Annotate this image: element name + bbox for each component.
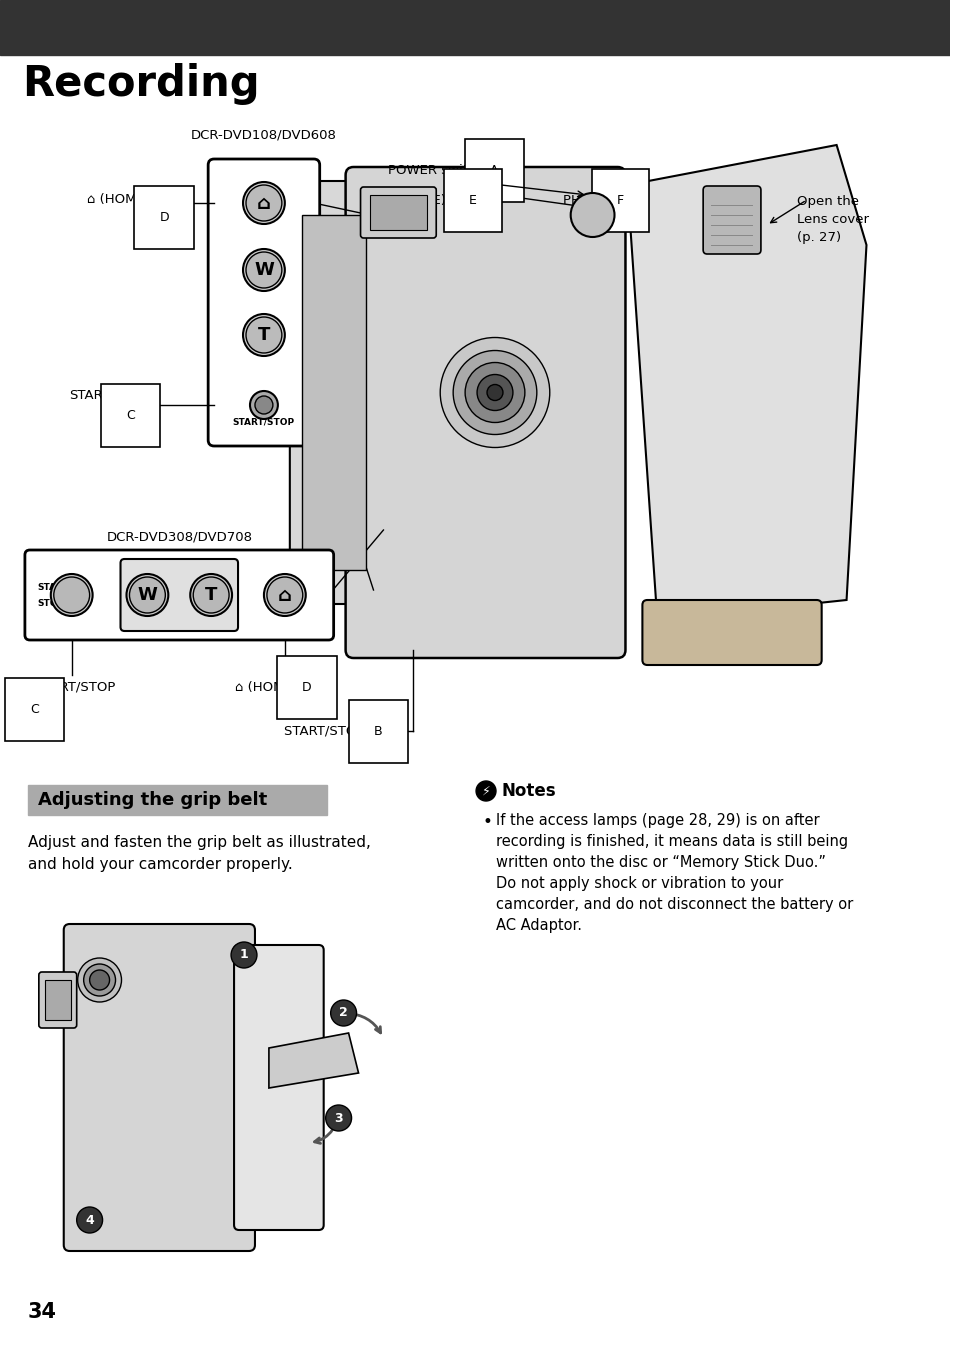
Text: DCR-DVD308/DVD708: DCR-DVD308/DVD708 — [106, 531, 252, 544]
Text: 3: 3 — [334, 1111, 342, 1125]
Text: D: D — [159, 210, 169, 224]
Text: Open the
Lens cover
(p. 27): Open the Lens cover (p. 27) — [796, 195, 868, 244]
Text: ⚡: ⚡ — [481, 784, 490, 798]
Text: DCR-DVD108/DVD608: DCR-DVD108/DVD608 — [191, 129, 336, 141]
Text: C: C — [126, 408, 134, 422]
Bar — [0, 0, 949, 56]
Circle shape — [476, 375, 513, 411]
FancyBboxPatch shape — [360, 187, 436, 237]
Circle shape — [246, 252, 281, 288]
Text: START/STOP: START/STOP — [233, 418, 294, 426]
Circle shape — [254, 396, 273, 414]
Bar — [45, 980, 71, 1020]
FancyBboxPatch shape — [702, 186, 760, 254]
Text: If the access lamps (page 28, 29) is on after
recording is finished, it means da: If the access lamps (page 28, 29) is on … — [496, 813, 852, 934]
Bar — [28, 784, 326, 816]
Circle shape — [250, 391, 277, 419]
Circle shape — [76, 1206, 103, 1234]
Polygon shape — [269, 1033, 358, 1088]
Text: C: C — [30, 703, 39, 715]
Text: T: T — [205, 586, 217, 604]
FancyBboxPatch shape — [345, 167, 625, 658]
FancyBboxPatch shape — [25, 550, 334, 641]
Circle shape — [190, 574, 232, 616]
Text: START/STOP: START/STOP — [284, 725, 368, 737]
Text: Adjusting the grip belt: Adjusting the grip belt — [38, 791, 267, 809]
Text: POWER switch: POWER switch — [388, 163, 488, 176]
Text: STOP: STOP — [38, 598, 65, 608]
Circle shape — [476, 782, 496, 801]
FancyBboxPatch shape — [120, 559, 238, 631]
Text: 34: 34 — [28, 1301, 57, 1322]
Text: •: • — [481, 813, 492, 830]
Bar — [369, 195, 427, 229]
FancyBboxPatch shape — [641, 600, 821, 665]
Text: W: W — [137, 586, 157, 604]
Text: PHOTO: PHOTO — [562, 194, 614, 206]
FancyBboxPatch shape — [290, 180, 377, 604]
Text: D: D — [302, 680, 312, 693]
Circle shape — [130, 577, 165, 613]
FancyBboxPatch shape — [64, 924, 254, 1251]
Circle shape — [193, 577, 229, 613]
Circle shape — [570, 193, 614, 237]
Text: B: B — [374, 725, 382, 737]
Circle shape — [243, 248, 285, 290]
Circle shape — [439, 338, 549, 448]
Text: W: W — [253, 261, 274, 280]
Circle shape — [90, 970, 110, 991]
Circle shape — [243, 182, 285, 224]
Text: E: E — [469, 194, 476, 206]
FancyBboxPatch shape — [39, 972, 76, 1029]
Text: ⌂: ⌂ — [277, 585, 292, 604]
Text: START/STOP: START/STOP — [69, 388, 150, 402]
Circle shape — [53, 577, 90, 613]
Circle shape — [246, 185, 281, 221]
Text: ⌂ (HOME): ⌂ (HOME) — [234, 680, 297, 693]
Circle shape — [246, 318, 281, 353]
Circle shape — [243, 313, 285, 356]
Text: ⌂ (HOME): ⌂ (HOME) — [87, 193, 150, 205]
Circle shape — [331, 1000, 356, 1026]
Text: Notes: Notes — [501, 782, 556, 801]
Text: Recording: Recording — [22, 62, 259, 104]
Text: ⌂: ⌂ — [256, 194, 271, 213]
Bar — [301, 214, 365, 570]
Circle shape — [84, 963, 115, 996]
Text: START/: START/ — [38, 582, 72, 592]
Text: START/STOP: START/STOP — [35, 680, 115, 693]
Text: A: A — [490, 163, 498, 176]
Circle shape — [465, 362, 524, 422]
Text: T: T — [257, 326, 270, 345]
Polygon shape — [627, 145, 865, 620]
Circle shape — [127, 574, 168, 616]
Circle shape — [487, 384, 502, 400]
Circle shape — [77, 958, 121, 1001]
Circle shape — [267, 577, 302, 613]
Text: ⌂ (HOME): ⌂ (HOME) — [383, 194, 450, 206]
Circle shape — [264, 574, 306, 616]
Text: F: F — [617, 194, 623, 206]
Text: 1: 1 — [239, 949, 248, 962]
FancyBboxPatch shape — [208, 159, 319, 446]
Circle shape — [51, 574, 92, 616]
FancyBboxPatch shape — [233, 944, 323, 1229]
Circle shape — [231, 942, 256, 968]
Text: 2: 2 — [339, 1007, 348, 1019]
Text: Adjust and fasten the grip belt as illustrated,
and hold your camcorder properly: Adjust and fasten the grip belt as illus… — [28, 835, 371, 873]
Text: 4: 4 — [85, 1213, 94, 1227]
Circle shape — [325, 1105, 352, 1130]
Circle shape — [453, 350, 537, 434]
